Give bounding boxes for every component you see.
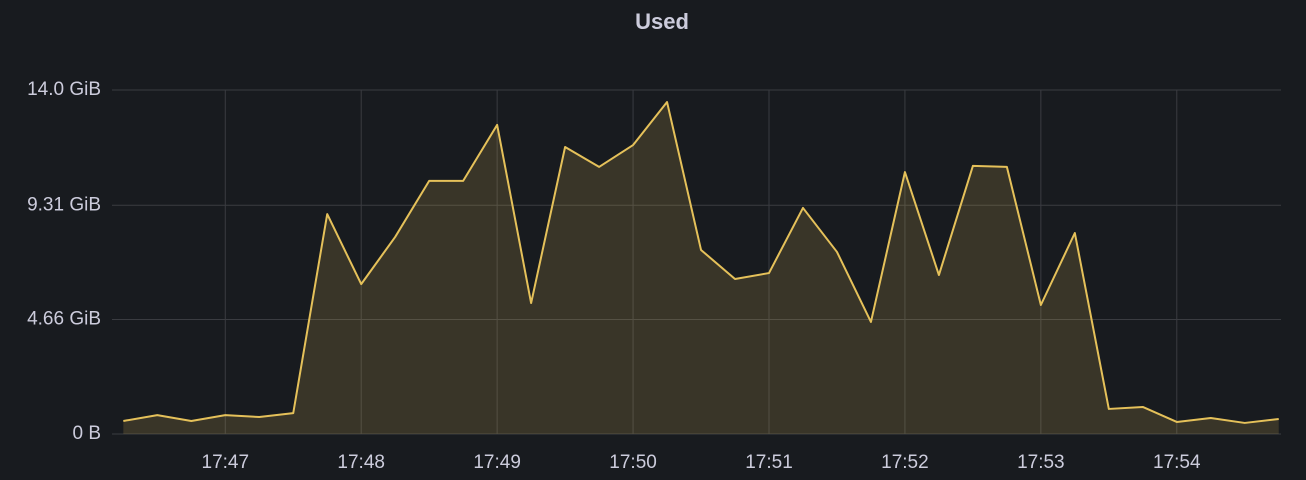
y-tick-label: 14.0 GiB (27, 79, 101, 100)
x-tick-label: 17:49 (473, 452, 521, 473)
x-tick-label: 17:50 (609, 452, 657, 473)
chart-title: Used (635, 9, 689, 34)
x-tick-label: 17:53 (1017, 452, 1065, 473)
y-tick-label: 4.66 GiB (27, 309, 101, 330)
x-tick-label: 17:48 (337, 452, 385, 473)
x-tick-label: 17:54 (1153, 452, 1201, 473)
line (123, 101, 1279, 424)
x-tick-label: 17:52 (881, 452, 929, 473)
area (123, 102, 1279, 434)
x-tick-label: 17:51 (745, 452, 793, 473)
x-tick-label: 17:47 (202, 452, 250, 473)
y-tick-label: 9.31 GiB (27, 194, 101, 215)
y-tick-label: 0 B (72, 423, 101, 444)
